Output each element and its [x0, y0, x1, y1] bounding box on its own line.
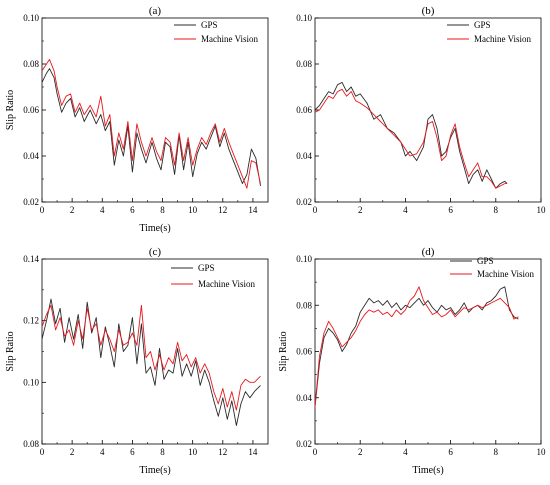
series-line-machine-vision: [314, 88, 508, 189]
panel-label: (b): [422, 5, 435, 17]
y-tick-label: 0.08: [296, 59, 312, 69]
panel-label: (a): [149, 5, 162, 17]
series-line-gps: [41, 298, 261, 426]
legend-label-gps: GPS: [477, 256, 494, 266]
x-tick-label: 2: [358, 205, 363, 215]
x-tick-label: 10: [188, 205, 198, 215]
x-tick-label: 0: [40, 205, 45, 215]
x-tick-label: 12: [218, 205, 227, 215]
plot-frame: [314, 17, 542, 203]
x-tick-label: 10: [537, 447, 547, 457]
legend-label-gps: GPS: [474, 20, 491, 30]
x-tick-label: 4: [100, 447, 105, 457]
plot-frame: [314, 258, 542, 445]
series-line-machine-vision: [41, 58, 261, 189]
y-tick-label: 0.12: [23, 316, 39, 326]
y-tick-label: 0.02: [23, 197, 39, 207]
y-axis-label: Slip Ratio: [5, 331, 16, 371]
series-line-gps: [41, 68, 261, 186]
x-tick-label: 0: [40, 447, 45, 457]
x-tick-label: 2: [70, 447, 75, 457]
x-tick-label: 0: [313, 447, 318, 457]
x-tick-label: 10: [537, 205, 547, 215]
y-tick-label: 0.06: [296, 347, 312, 357]
series-line-machine-vision: [41, 304, 261, 411]
y-tick-label: 0.04: [296, 393, 312, 403]
x-tick-label: 12: [218, 447, 227, 457]
x-tick-label: 8: [160, 447, 165, 457]
legend-label-machine-vision: Machine Vision: [201, 34, 259, 44]
series-line-machine-vision: [314, 286, 519, 408]
x-tick-label: 6: [448, 205, 453, 215]
y-tick-label: 0.08: [23, 439, 39, 449]
x-axis-label: Time(s): [412, 465, 443, 476]
legend-label-machine-vision: Machine Vision: [474, 34, 532, 44]
y-tick-label: 0.08: [296, 300, 312, 310]
y-tick-label: 0.10: [296, 254, 312, 264]
x-tick-label: 0: [313, 205, 318, 215]
x-tick-label: 4: [403, 447, 408, 457]
x-tick-label: 14: [248, 205, 258, 215]
chart-panel-a: 0 2 4 6 8 10 12 14 0.02 0.04 0.06 0.08 0.10 Time(s) Sl…: [5, 5, 269, 234]
y-tick-label: 0.10: [296, 13, 312, 23]
x-tick-label: 10: [188, 447, 198, 457]
y-axis-label: Slip Ratio: [5, 90, 16, 130]
y-tick-label: 0.06: [296, 105, 312, 115]
y-tick-label: 0.02: [296, 439, 312, 449]
panel-label: (c): [149, 246, 162, 258]
x-tick-label: 4: [100, 205, 105, 215]
x-tick-label: 6: [448, 447, 453, 457]
legend-label-machine-vision: Machine Vision: [477, 269, 535, 279]
x-tick-label: 8: [494, 447, 499, 457]
legend-label-machine-vision: Machine Vision: [198, 279, 256, 289]
x-axis-label: Time(s): [139, 223, 170, 234]
x-tick-label: 8: [160, 205, 165, 215]
y-tick-label: 0.10: [23, 13, 39, 23]
x-tick-label: 14: [248, 447, 258, 457]
legend-label-gps: GPS: [201, 20, 218, 30]
y-axis-label: Slip Ratio: [278, 331, 289, 371]
series-line-gps: [314, 81, 508, 189]
y-tick-label: 0.14: [23, 254, 39, 264]
x-tick-label: 2: [70, 205, 75, 215]
x-axis-label: Time(s): [139, 465, 170, 476]
y-tick-label: 0.06: [23, 105, 39, 115]
x-tick-label: 6: [130, 205, 135, 215]
y-tick-label: 0.10: [23, 377, 39, 387]
y-tick-label: 0.02: [296, 197, 312, 207]
chart-panel-c: 0 2 4 6 8 10 12 14 0.08 0.10 0.12 0.14 Time(s) Slip R…: [5, 246, 269, 476]
y-tick-label: 0.08: [23, 59, 39, 69]
chart-panel-b: 0 2 4 6 8 10 0.02 0.04 0.06 0.08 0.10 (b) GPS Machine…: [296, 5, 546, 215]
x-tick-label: 8: [494, 205, 499, 215]
x-tick-label: 4: [403, 205, 408, 215]
x-tick-label: 6: [130, 447, 135, 457]
panel-label: (d): [422, 246, 435, 258]
chart-panel-d: 0 2 4 6 8 10 0.02 0.04 0.06 0.08 0.10 Time(s) Slip R…: [278, 246, 546, 476]
y-tick-label: 0.04: [296, 151, 312, 161]
x-tick-label: 2: [358, 447, 363, 457]
legend-label-gps: GPS: [198, 263, 215, 273]
y-tick-label: 0.04: [23, 151, 39, 161]
